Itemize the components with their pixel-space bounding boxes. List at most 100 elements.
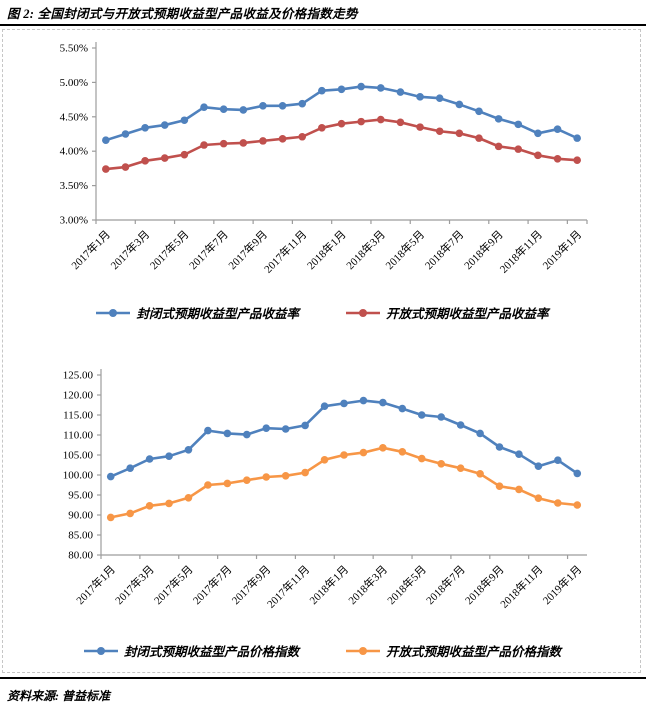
y-tick-label: 90.00 bbox=[68, 510, 93, 522]
data-point bbox=[259, 101, 267, 110]
data-point bbox=[126, 509, 134, 518]
data-point bbox=[376, 84, 385, 92]
data-point bbox=[184, 446, 193, 454]
data-point bbox=[298, 132, 307, 141]
axes bbox=[92, 42, 588, 224]
x-tick-label: 2017年11月 bbox=[261, 227, 310, 276]
figure-border bbox=[2, 29, 641, 673]
data-point bbox=[455, 129, 464, 138]
y-tick-label: 5.50% bbox=[60, 43, 88, 55]
data-point bbox=[243, 430, 251, 439]
x-tick-label: 2018年11月 bbox=[497, 227, 546, 276]
data-point bbox=[554, 499, 562, 507]
y-tick-label: 120.00 bbox=[63, 390, 94, 402]
source-note: 资料来源: 普益标准 bbox=[7, 689, 110, 703]
x-tick-label: 2017年11月 bbox=[264, 562, 313, 611]
legend-item-open-yield: 开放式预期收益型产品收益率 bbox=[345, 303, 549, 322]
x-tick-label: 2017年3月 bbox=[107, 227, 152, 272]
data-point bbox=[219, 105, 228, 114]
yield-chart-legend: 封闭式预期收益型产品收益率 开放式预期收益型产品收益率 bbox=[2, 303, 642, 322]
data-point bbox=[165, 499, 173, 508]
data-point bbox=[281, 425, 290, 433]
bottom-rule bbox=[0, 677, 646, 679]
x-tick-label: 2017年3月 bbox=[112, 562, 157, 607]
price-index-chart-legend: 封闭式预期收益型产品价格指数 开放式预期收益型产品价格指数 bbox=[2, 641, 642, 660]
data-point bbox=[239, 139, 248, 147]
y-tick-label: 4.00% bbox=[60, 146, 88, 158]
y-tick-label: 3.50% bbox=[60, 180, 88, 192]
x-tick-label: 2018年7月 bbox=[422, 227, 467, 272]
data-point bbox=[437, 460, 446, 468]
data-point bbox=[160, 121, 169, 129]
data-point bbox=[165, 452, 173, 460]
data-point bbox=[121, 130, 130, 138]
x-tick-label: 2019年1月 bbox=[540, 562, 585, 607]
line-marker-icon bbox=[346, 308, 380, 317]
top-rule bbox=[0, 24, 646, 26]
data-point bbox=[475, 107, 483, 116]
y-tick-label: 125.00 bbox=[63, 370, 94, 382]
x-tick-label: 2018年11月 bbox=[497, 562, 546, 611]
data-point bbox=[243, 476, 251, 484]
y-tick-label: 85.00 bbox=[68, 530, 93, 542]
data-point bbox=[298, 99, 307, 108]
data-point bbox=[515, 450, 523, 458]
data-point bbox=[180, 116, 189, 125]
data-point bbox=[417, 454, 426, 463]
data-point bbox=[106, 472, 115, 481]
legend-item-closed-index: 封闭式预期收益型产品价格指数 bbox=[83, 641, 299, 660]
data-point bbox=[180, 150, 189, 159]
series-series_red bbox=[102, 115, 581, 173]
data-point bbox=[417, 411, 426, 419]
data-point bbox=[259, 137, 267, 145]
data-point bbox=[494, 115, 503, 123]
y-tick-label: 100.00 bbox=[63, 470, 94, 482]
y-tick-label: 80.00 bbox=[68, 550, 93, 562]
data-point bbox=[376, 115, 385, 124]
x-tick-label: 2017年1月 bbox=[73, 562, 118, 607]
data-point bbox=[106, 513, 115, 522]
y-tick-label: 4.50% bbox=[60, 111, 88, 123]
y-tick-label: 115.00 bbox=[63, 410, 93, 422]
data-point bbox=[262, 424, 271, 432]
yield-rate-chart: 3.00%3.50%4.00%4.50%5.00%5.50%2017年1月201… bbox=[60, 42, 588, 276]
legend-label: 开放式预期收益型产品收益率 bbox=[386, 307, 549, 321]
data-point bbox=[223, 429, 232, 438]
data-point bbox=[416, 123, 424, 131]
figure-title: 图 2: 全国封闭式与开放式预期收益型产品收益及价格指数走势 bbox=[7, 7, 358, 21]
y-tick-label: 95.00 bbox=[68, 490, 93, 502]
data-point bbox=[121, 163, 130, 171]
data-point bbox=[145, 455, 154, 463]
data-point bbox=[396, 118, 405, 127]
data-point bbox=[573, 501, 582, 509]
x-tick-label: 2018年3月 bbox=[343, 227, 388, 272]
data-point bbox=[278, 101, 287, 110]
data-point bbox=[456, 464, 465, 472]
data-point bbox=[223, 479, 232, 488]
data-point bbox=[396, 88, 405, 96]
data-point bbox=[340, 451, 348, 459]
x-tick-label: 2018年3月 bbox=[345, 562, 390, 607]
data-point bbox=[495, 443, 504, 451]
data-point bbox=[359, 448, 368, 457]
x-tick-label: 2018年1月 bbox=[304, 227, 349, 272]
data-point bbox=[204, 426, 212, 435]
x-tick-label: 2017年1月 bbox=[68, 227, 113, 272]
series-series_orange bbox=[106, 444, 582, 522]
data-point bbox=[357, 117, 365, 126]
data-point bbox=[379, 398, 387, 407]
data-point bbox=[534, 494, 543, 502]
data-point bbox=[476, 429, 484, 438]
x-tick-label: 2019年1月 bbox=[539, 227, 584, 272]
data-point bbox=[573, 156, 581, 164]
legend-label: 封闭式预期收益型产品价格指数 bbox=[123, 645, 299, 659]
data-point bbox=[141, 157, 149, 165]
data-point bbox=[475, 134, 483, 142]
x-tick-label: 2017年7月 bbox=[190, 562, 235, 607]
legend-item-closed-yield: 封闭式预期收益型产品收益率 bbox=[95, 303, 299, 322]
data-point bbox=[456, 421, 465, 429]
data-point bbox=[554, 456, 562, 464]
data-point bbox=[534, 129, 542, 138]
data-point bbox=[184, 494, 193, 502]
